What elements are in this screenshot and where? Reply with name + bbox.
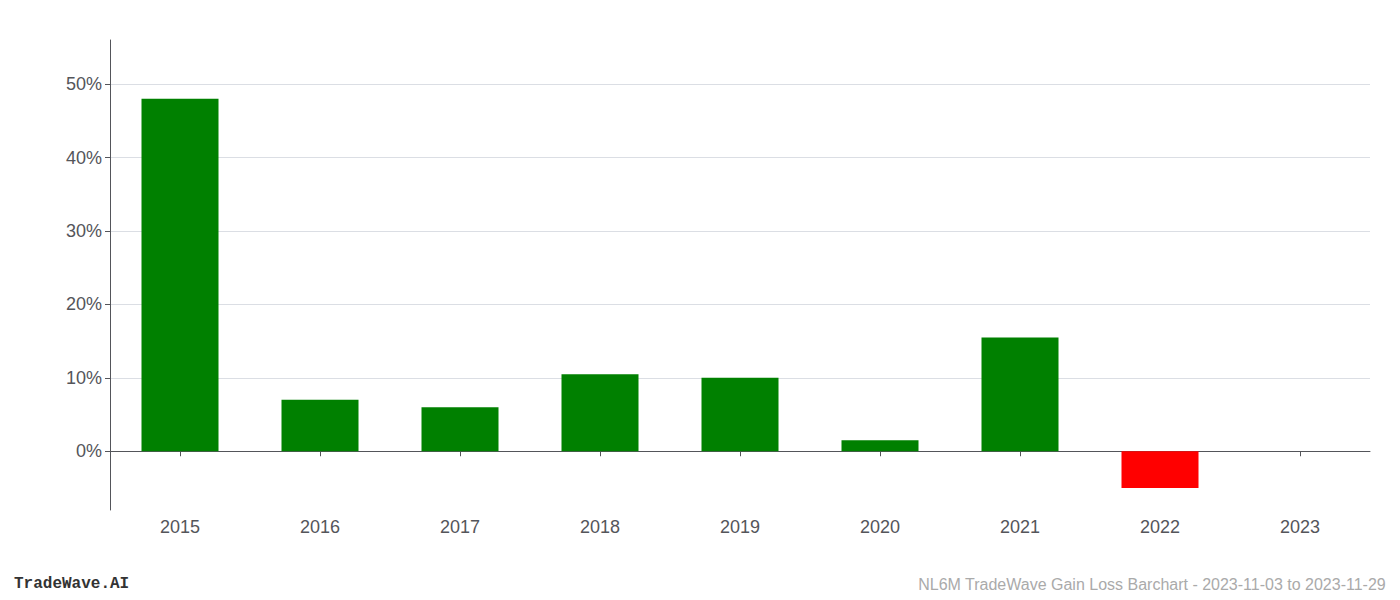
svg-text:20%: 20% — [66, 294, 102, 314]
svg-text:0%: 0% — [76, 441, 102, 461]
svg-text:2020: 2020 — [860, 517, 900, 537]
svg-text:2017: 2017 — [440, 517, 480, 537]
svg-text:2016: 2016 — [300, 517, 340, 537]
svg-text:NL6M TradeWave Gain Loss Barch: NL6M TradeWave Gain Loss Barchart - 2023… — [918, 576, 1386, 593]
svg-text:2015: 2015 — [160, 517, 200, 537]
svg-text:30%: 30% — [66, 221, 102, 241]
svg-text:2022: 2022 — [1140, 517, 1180, 537]
svg-text:40%: 40% — [66, 148, 102, 168]
svg-text:TradeWave.AI: TradeWave.AI — [14, 575, 129, 593]
svg-text:2021: 2021 — [1000, 517, 1040, 537]
svg-text:2019: 2019 — [720, 517, 760, 537]
svg-text:50%: 50% — [66, 74, 102, 94]
svg-text:2018: 2018 — [580, 517, 620, 537]
svg-text:2023: 2023 — [1280, 517, 1320, 537]
svg-text:10%: 10% — [66, 368, 102, 388]
